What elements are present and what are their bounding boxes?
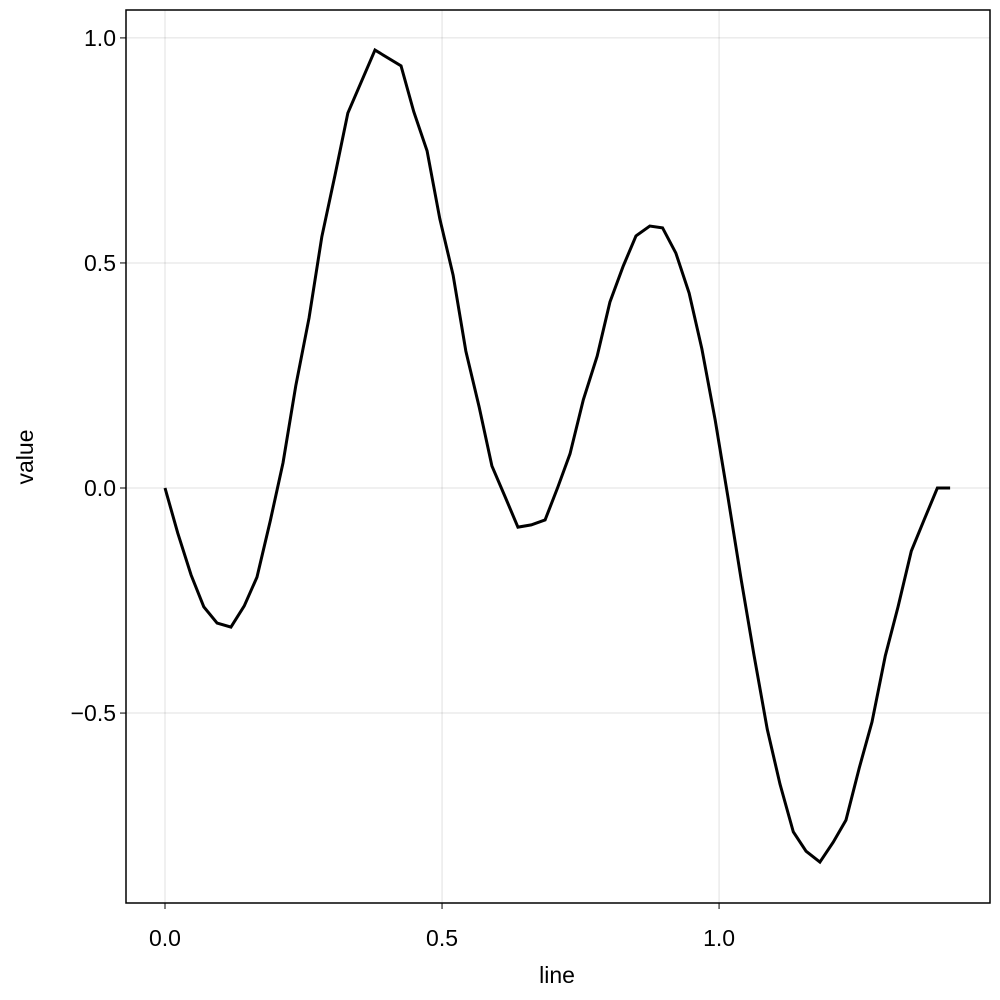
y-axis-label: value bbox=[12, 430, 38, 485]
data-line bbox=[163, 47, 951, 865]
y-tick-label: −0.5 bbox=[71, 700, 116, 726]
x-axis-label: line bbox=[539, 962, 575, 988]
y-tick-label: 0.5 bbox=[84, 250, 116, 276]
x-tick-label: 0.0 bbox=[149, 925, 181, 951]
y-tick-label: 0.0 bbox=[84, 475, 116, 501]
x-tick-label: 1.0 bbox=[703, 925, 735, 951]
y-tick-label: 1.0 bbox=[84, 25, 116, 51]
plot-frame bbox=[125, 9, 991, 904]
x-tick-label: 0.5 bbox=[426, 925, 458, 951]
